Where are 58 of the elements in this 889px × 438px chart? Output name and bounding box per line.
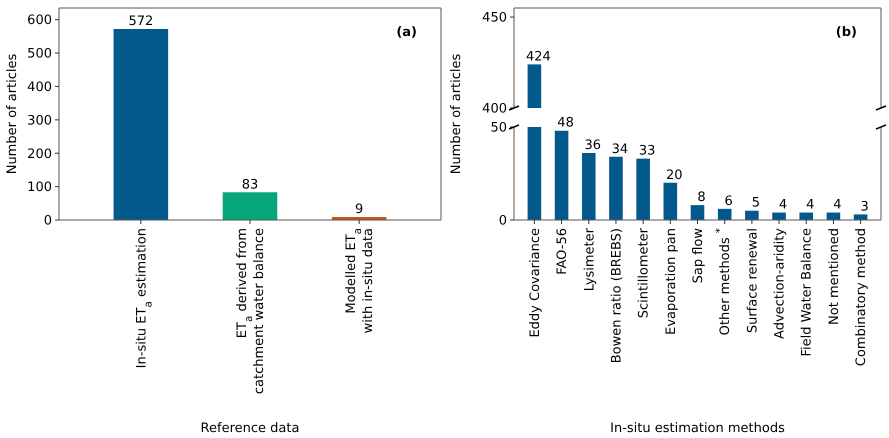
data-label: 33 [638, 144, 656, 159]
x-tick-label: Bowen ratio (BREBS) [609, 228, 624, 364]
data-label: 9 [355, 202, 364, 217]
y-tick-label: 300 [27, 113, 52, 128]
x-tick-label: Not mentioned [826, 228, 842, 325]
y-tick-label: 400 [482, 102, 507, 117]
bar [582, 153, 596, 220]
y-tick-label: 200 [27, 146, 52, 162]
data-label: 572 [128, 14, 154, 30]
data-label: 48 [557, 116, 574, 131]
bar [718, 208, 732, 220]
x-tick-label: Evaporation pan [664, 228, 679, 335]
y-axis-title: Number of articles [5, 53, 20, 174]
bar [826, 212, 840, 220]
text: (b) [836, 25, 857, 40]
x-tick-label: Surface renewal [745, 228, 760, 334]
y-tick-label: 450 [482, 10, 507, 26]
x-axis-title: In-situ estimation methods [610, 421, 786, 436]
bar [222, 192, 278, 220]
y-tick-label: 400 [27, 80, 52, 96]
x-tick-label: Sap flow [691, 228, 706, 284]
bar [554, 130, 568, 220]
x-tick-label: Advection-aridity [772, 228, 788, 339]
data-label: 8 [697, 190, 706, 206]
bar [772, 212, 786, 220]
data-label: 424 [526, 49, 551, 64]
bar [745, 210, 759, 220]
x-tick-label: Field Water Balance [800, 228, 815, 357]
data-label: 4 [833, 198, 842, 213]
data-label: 6 [724, 194, 733, 209]
x-tick-label: Lysimeter [582, 227, 598, 292]
data-label: 34 [612, 142, 628, 157]
data-label: 20 [666, 168, 683, 183]
text: (a) [396, 25, 417, 40]
bar [664, 182, 678, 220]
y-tick-label: 0 [44, 214, 52, 229]
bar [690, 205, 704, 220]
x-tick-label: Combinatory method [854, 228, 870, 366]
y-axis-title: Number of articles [449, 53, 464, 174]
y-tick-label: 0 [498, 214, 507, 229]
bar [609, 156, 623, 220]
x-tick-label: Eddy Covariance [528, 228, 543, 338]
data-label: 3 [860, 199, 869, 214]
bar [114, 29, 168, 220]
y-tick-label: 600 [27, 13, 52, 28]
x-axis-title: Reference data [200, 421, 300, 436]
y-tick-label: 100 [27, 180, 52, 196]
y-tick-label: 500 [27, 46, 52, 62]
data-label: 5 [752, 196, 760, 211]
data-label: 36 [584, 138, 602, 154]
x-tick-label: FAO-56 [555, 228, 570, 275]
bar [636, 158, 650, 220]
data-label: 4 [778, 198, 788, 213]
x-tick-label: Scintillometer [636, 227, 652, 318]
y-tick-label: 50 [490, 120, 507, 136]
bar [799, 212, 814, 220]
data-label: 4 [806, 198, 814, 213]
data-label: 83 [242, 177, 258, 192]
